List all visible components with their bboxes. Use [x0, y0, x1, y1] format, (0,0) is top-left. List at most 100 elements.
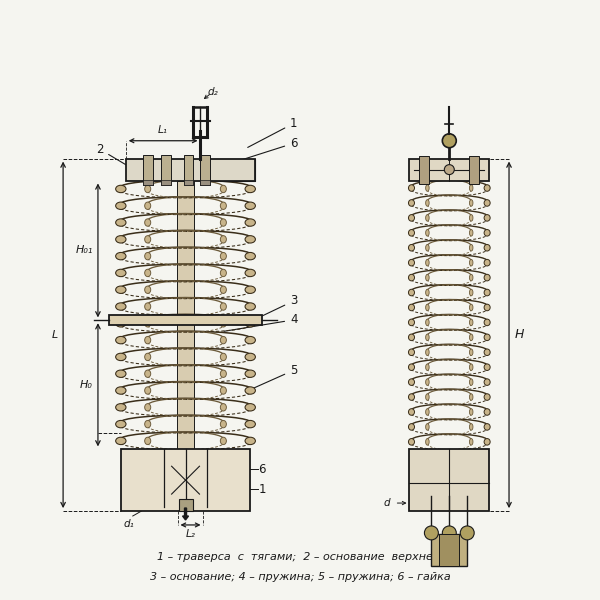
Ellipse shape	[409, 259, 415, 266]
Ellipse shape	[145, 353, 151, 361]
Ellipse shape	[220, 437, 226, 445]
Ellipse shape	[469, 364, 473, 370]
Ellipse shape	[469, 230, 473, 236]
Ellipse shape	[484, 439, 490, 445]
Bar	[439, 534, 459, 566]
Ellipse shape	[220, 219, 226, 226]
Ellipse shape	[145, 253, 151, 260]
Ellipse shape	[245, 253, 256, 260]
Ellipse shape	[425, 439, 429, 445]
Text: H₀: H₀	[80, 380, 93, 390]
Ellipse shape	[469, 334, 473, 341]
Ellipse shape	[220, 269, 226, 277]
Text: L₁: L₁	[158, 125, 168, 135]
Ellipse shape	[409, 289, 415, 296]
Ellipse shape	[469, 274, 473, 281]
Ellipse shape	[116, 185, 126, 193]
Ellipse shape	[116, 320, 126, 327]
Ellipse shape	[220, 337, 226, 344]
Ellipse shape	[409, 364, 415, 370]
Bar	[200, 179, 211, 185]
Bar	[469, 155, 479, 184]
Ellipse shape	[425, 379, 429, 385]
Ellipse shape	[116, 253, 126, 260]
Ellipse shape	[484, 304, 490, 311]
Ellipse shape	[220, 185, 226, 193]
Ellipse shape	[145, 404, 151, 411]
Ellipse shape	[145, 219, 151, 226]
Ellipse shape	[484, 200, 490, 206]
Ellipse shape	[220, 236, 226, 243]
Text: 1: 1	[248, 117, 298, 148]
Ellipse shape	[409, 304, 415, 311]
Ellipse shape	[220, 421, 226, 428]
Ellipse shape	[469, 319, 473, 326]
Ellipse shape	[245, 286, 256, 293]
Ellipse shape	[425, 185, 429, 191]
Ellipse shape	[409, 424, 415, 430]
Text: 4: 4	[224, 313, 298, 331]
Ellipse shape	[409, 319, 415, 326]
Text: H: H	[515, 328, 524, 341]
Ellipse shape	[484, 364, 490, 370]
Text: d₁: d₁	[124, 519, 134, 529]
Ellipse shape	[425, 259, 429, 266]
Ellipse shape	[145, 286, 151, 293]
Ellipse shape	[469, 379, 473, 385]
Bar	[143, 155, 152, 185]
Text: 6: 6	[223, 137, 298, 166]
Text: 2: 2	[96, 143, 133, 169]
Ellipse shape	[469, 200, 473, 206]
Ellipse shape	[484, 334, 490, 341]
Ellipse shape	[425, 274, 429, 281]
Text: d: d	[384, 498, 391, 508]
FancyArrow shape	[182, 508, 188, 520]
Ellipse shape	[469, 185, 473, 191]
Ellipse shape	[484, 319, 490, 326]
Ellipse shape	[145, 337, 151, 344]
Ellipse shape	[245, 437, 256, 445]
Ellipse shape	[425, 230, 429, 236]
Text: 5: 5	[251, 364, 298, 389]
Ellipse shape	[220, 253, 226, 260]
Circle shape	[445, 164, 454, 175]
Ellipse shape	[484, 244, 490, 251]
Ellipse shape	[145, 421, 151, 428]
Circle shape	[460, 526, 474, 540]
Bar	[179, 499, 193, 511]
Ellipse shape	[469, 215, 473, 221]
Ellipse shape	[425, 409, 429, 415]
Ellipse shape	[245, 202, 256, 209]
Ellipse shape	[469, 304, 473, 311]
Bar	[184, 155, 193, 185]
Ellipse shape	[145, 202, 151, 209]
Text: L: L	[52, 330, 58, 340]
Ellipse shape	[484, 274, 490, 281]
Ellipse shape	[469, 409, 473, 415]
Ellipse shape	[145, 303, 151, 310]
Ellipse shape	[484, 424, 490, 430]
Ellipse shape	[145, 437, 151, 445]
Ellipse shape	[245, 404, 256, 411]
Ellipse shape	[425, 349, 429, 356]
Bar	[419, 155, 430, 184]
Ellipse shape	[409, 185, 415, 191]
Ellipse shape	[425, 215, 429, 221]
Ellipse shape	[245, 320, 256, 327]
Ellipse shape	[469, 424, 473, 430]
Ellipse shape	[425, 394, 429, 400]
Ellipse shape	[425, 289, 429, 296]
Text: 1 – траверса  с  тягами;  2 – основание  верхнее;: 1 – траверса с тягами; 2 – основание вер…	[157, 552, 443, 562]
Bar	[126, 158, 255, 181]
Text: 3: 3	[260, 295, 298, 317]
Bar	[143, 179, 152, 185]
Ellipse shape	[245, 303, 256, 310]
Ellipse shape	[425, 319, 429, 326]
Ellipse shape	[145, 185, 151, 193]
Ellipse shape	[245, 353, 256, 361]
Ellipse shape	[116, 437, 126, 445]
Ellipse shape	[116, 303, 126, 310]
Ellipse shape	[116, 370, 126, 377]
Ellipse shape	[245, 370, 256, 377]
Ellipse shape	[145, 320, 151, 327]
